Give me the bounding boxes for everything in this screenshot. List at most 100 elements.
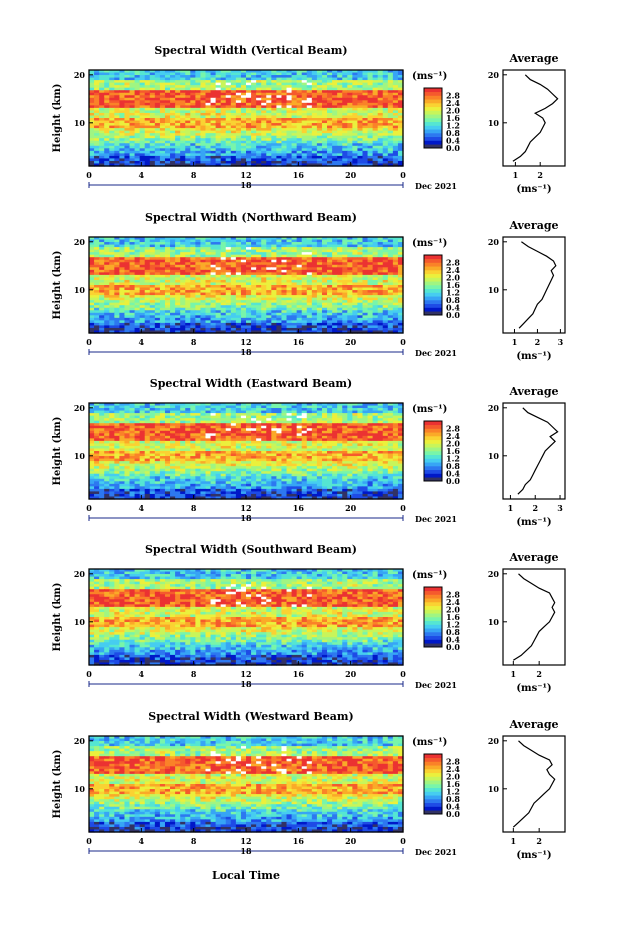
heatmap-cell — [164, 77, 171, 81]
heatmap-cell — [352, 297, 359, 301]
heatmap-cell — [159, 272, 166, 276]
heatmap-cell — [316, 97, 323, 101]
heatmap-cell — [99, 70, 105, 74]
heatmap-cell — [281, 160, 288, 165]
heatmap-cell — [276, 267, 283, 271]
heatmap-cell — [190, 327, 196, 332]
heatmap-cell — [180, 80, 186, 84]
heatmap-cell — [327, 264, 333, 268]
heatmap-cell — [382, 330, 389, 334]
heatmap-cell — [190, 95, 196, 99]
heatmap-cell — [240, 105, 247, 109]
heatmap-cell — [89, 107, 95, 112]
heatmap-cell — [129, 95, 136, 99]
heatmap-cell — [185, 405, 191, 409]
heatmap-cell — [240, 300, 247, 304]
heatmap-cell — [230, 310, 237, 314]
heatmap-cell — [205, 163, 212, 167]
heatmap-cell — [301, 120, 308, 124]
heatmap-cell — [377, 115, 384, 119]
heatmap-cell — [271, 330, 277, 334]
heatmap-cell — [175, 292, 181, 296]
heatmap-cell — [316, 112, 323, 117]
heatmap-cell — [170, 125, 176, 129]
heatmap-cell — [114, 277, 120, 281]
heatmap-cell — [170, 138, 176, 142]
heatmap-cell — [129, 237, 136, 241]
heatmap-cell — [291, 115, 298, 119]
date-label: Dec 2021 — [415, 348, 457, 358]
heatmap-cell — [266, 138, 272, 142]
heatmap-cell — [392, 290, 399, 294]
heatmap-cell — [311, 75, 318, 79]
heatmap-cell — [205, 322, 212, 327]
heatmap-cell — [286, 249, 293, 253]
heatmap-cell — [367, 287, 374, 291]
heatmap-cell — [109, 269, 115, 273]
heatmap-cell — [306, 259, 313, 263]
heatmap-cell — [281, 244, 288, 248]
heatmap-cell — [347, 130, 353, 134]
chart-title: Spectral Width (Northward Beam) — [145, 211, 357, 224]
heatmap-cell — [220, 153, 227, 157]
heatmap-cell — [332, 300, 338, 304]
heatmap-cell — [271, 102, 277, 106]
heatmap-cell — [99, 300, 105, 304]
heatmap-cell — [301, 262, 308, 266]
heatmap-cell — [301, 330, 308, 334]
heatmap-cell — [195, 405, 202, 409]
heatmap-cell — [134, 153, 141, 157]
heatmap-cell — [235, 300, 242, 304]
heatmap-cell — [164, 130, 171, 134]
heatmap-cell — [246, 150, 252, 154]
heatmap-cell — [164, 92, 171, 96]
heatmap-cell — [159, 285, 166, 289]
heatmap-cell — [195, 408, 202, 412]
heatmap-cell — [99, 307, 105, 311]
heatmap-cell — [114, 239, 120, 243]
heatmap-cell — [311, 138, 318, 142]
heatmap-cell — [200, 102, 207, 106]
heatmap-cell — [170, 252, 176, 256]
heatmap-cell — [159, 133, 166, 137]
heatmap-cell — [89, 254, 95, 258]
heatmap-cell — [230, 257, 237, 261]
heatmap-cell — [149, 254, 156, 258]
heatmap-cell — [352, 264, 359, 268]
heatmap-cell — [124, 242, 131, 246]
heatmap-cell — [291, 140, 298, 144]
heatmap-cell — [240, 249, 247, 253]
heatmap-cell — [327, 267, 333, 271]
heatmap-cell — [271, 307, 277, 311]
heatmap-cell — [316, 307, 323, 311]
heatmap-cell — [357, 163, 364, 167]
heatmap-cell — [149, 70, 156, 74]
heatmap-cell — [372, 315, 379, 319]
heatmap-cell — [347, 295, 353, 299]
heatmap-cell — [89, 112, 95, 117]
heatmap-cell — [220, 295, 227, 299]
heatmap-cell — [164, 320, 171, 324]
heatmap-cell — [124, 267, 131, 271]
heatmap-cell — [342, 262, 348, 266]
heatmap-cell — [139, 140, 146, 144]
heatmap-cell — [230, 330, 237, 334]
heatmap-cell — [362, 297, 369, 301]
heatmap-cell — [225, 140, 232, 144]
heatmap-cell — [321, 290, 328, 294]
heatmap-cell — [377, 322, 384, 327]
heatmap-cell — [251, 72, 257, 76]
heatmap-cell — [164, 148, 171, 152]
heatmap-cell — [377, 97, 384, 101]
heatmap-cell — [301, 317, 308, 321]
heatmap-cell — [296, 282, 303, 286]
heatmap-cell — [109, 297, 115, 301]
heatmap-cell — [99, 72, 105, 76]
heatmap-cell — [144, 82, 151, 86]
heatmap-cell — [276, 130, 283, 134]
heatmap-cell — [367, 277, 374, 281]
heatmap-cell — [220, 262, 227, 266]
heatmap-cell — [377, 264, 384, 268]
heatmap-cell — [251, 115, 257, 119]
heatmap-cell — [235, 120, 242, 124]
